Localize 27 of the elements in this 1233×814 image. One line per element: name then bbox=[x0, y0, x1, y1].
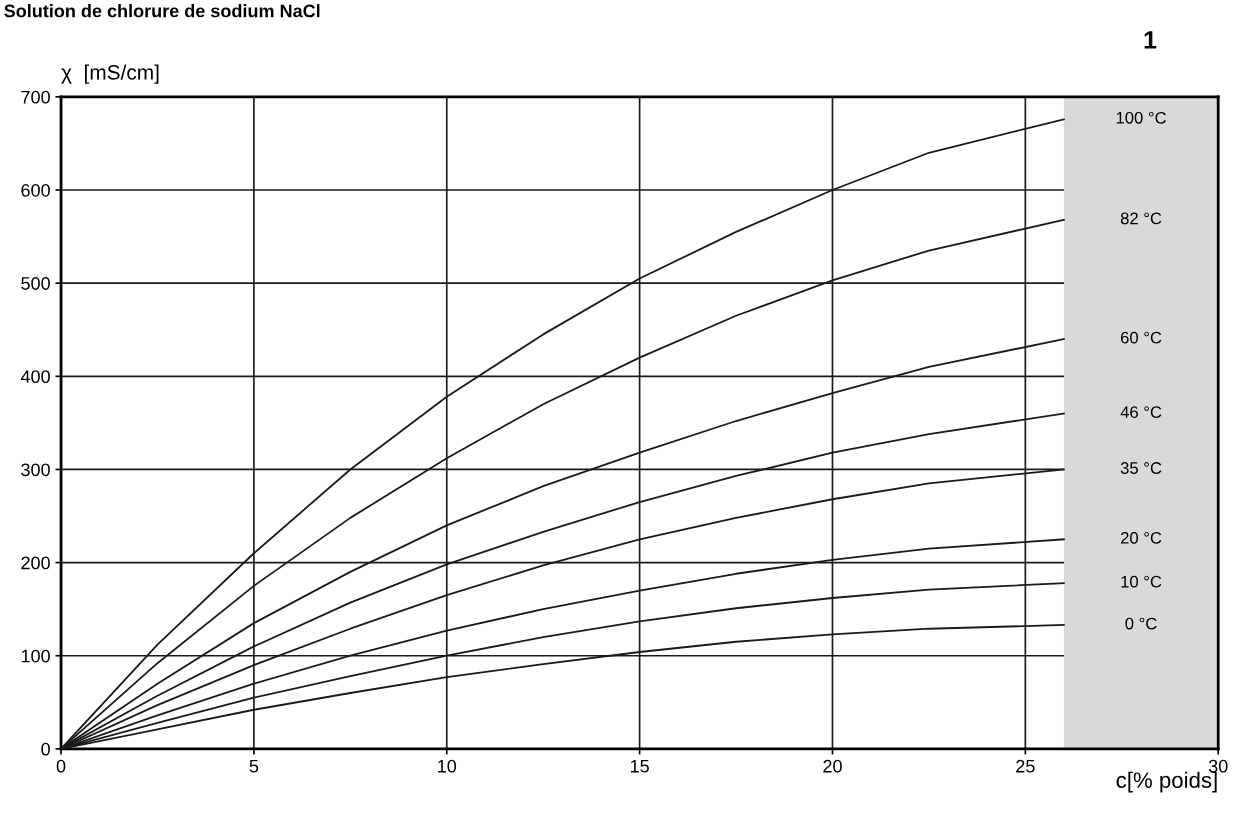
text: 0 °C bbox=[1125, 617, 1157, 630]
y-tick-label: 0 bbox=[41, 742, 50, 756]
y-tick-label: 500 bbox=[21, 277, 50, 290]
y-tick-label: 300 bbox=[21, 463, 50, 477]
text: 35 °C bbox=[1120, 462, 1162, 474]
x-tick-label: 25 bbox=[1016, 759, 1035, 773]
y-tick-label: 200 bbox=[21, 556, 50, 570]
text: 82 °C bbox=[1120, 212, 1162, 225]
y-tick-label: 100 bbox=[21, 649, 50, 663]
y-tick-label: 400 bbox=[20, 370, 50, 384]
text: 60 °C bbox=[1120, 331, 1162, 344]
y-tick-label: 700 bbox=[21, 90, 50, 104]
x-tick-label: 5 bbox=[249, 759, 259, 773]
x-tick-label: 10 bbox=[438, 759, 457, 773]
text: 20 °C bbox=[1120, 531, 1162, 544]
text: 46 °C bbox=[1120, 406, 1162, 419]
x-tick-label: 0 bbox=[56, 759, 66, 773]
x-tick-label: 15 bbox=[630, 759, 649, 773]
text: 10 °C bbox=[1121, 575, 1162, 588]
x-tick-label: 30 bbox=[1208, 759, 1228, 773]
x-tick-label: 20 bbox=[823, 759, 842, 773]
x-axis-title: c[% poids] bbox=[1116, 771, 1217, 793]
chart-title: Solution de chlorure de sodium NaCl bbox=[4, 4, 320, 18]
text: 100 °C bbox=[1116, 111, 1166, 124]
y-tick-label: 600 bbox=[21, 183, 50, 197]
y-axis-title: χ [mS/cm] bbox=[61, 64, 159, 84]
text: 1 bbox=[1144, 31, 1157, 49]
